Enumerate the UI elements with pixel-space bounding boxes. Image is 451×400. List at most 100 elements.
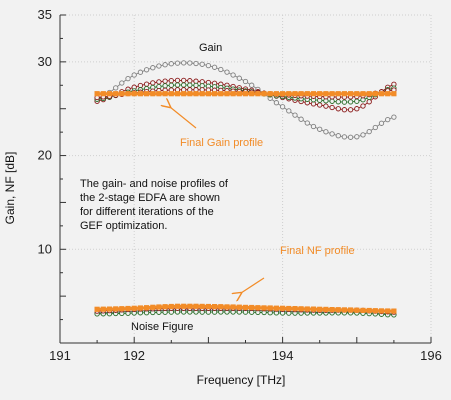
- nf-final-point: [106, 306, 113, 312]
- nf-final-point: [131, 305, 137, 311]
- y-axis-title: Gain, NF [dB]: [3, 152, 17, 225]
- axes: [59, 14, 432, 344]
- nf-final-point: [323, 306, 329, 312]
- gain-final-point: [249, 91, 255, 97]
- gain-final-point: [174, 91, 181, 97]
- gain-final-point: [162, 91, 168, 97]
- nf-final-point: [335, 307, 341, 313]
- gain-iteration-point: [168, 77, 174, 84]
- gain-iteration-point: [354, 98, 360, 104]
- gain-iteration-point: [193, 82, 199, 89]
- nf-final-point: [360, 307, 366, 313]
- gain-final-point: [218, 91, 224, 97]
- gain-iteration-point: [162, 62, 168, 68]
- gain-final-point: [137, 91, 143, 97]
- gain-iteration-point: [286, 108, 292, 114]
- gain-final-point: [391, 91, 397, 97]
- gain-final-point: [385, 91, 391, 97]
- gain-iteration-point: [323, 129, 329, 135]
- gain-iteration-point: [187, 60, 193, 66]
- gain-final-point: [286, 91, 292, 97]
- gain-iteration-point: [131, 72, 137, 78]
- nf-final-point: [298, 306, 304, 312]
- gain-iteration-point: [273, 100, 280, 106]
- gain-iteration-point: [218, 66, 224, 73]
- gain-iteration-point: [304, 120, 310, 126]
- gain-final-point: [354, 91, 360, 97]
- gain-iteration-point: [113, 85, 119, 91]
- y-tick-label: 20: [38, 148, 52, 163]
- gain-final-point: [341, 91, 347, 97]
- nf-final-point: [156, 304, 162, 310]
- gain-iteration-point: [230, 72, 236, 78]
- gain-iteration-point: [181, 60, 187, 66]
- nf-final-point: [292, 306, 298, 312]
- nf-final-point: [162, 304, 168, 310]
- gain-iteration-point: [174, 77, 181, 84]
- gain-final-point: [335, 91, 341, 97]
- gain-iteration-point: [366, 99, 372, 105]
- gain-iteration-point: [168, 61, 174, 67]
- series-layer: [94, 60, 397, 318]
- nf-final-point: [304, 306, 310, 312]
- gain-iteration-point: [156, 79, 162, 85]
- gain-iteration-point: [347, 107, 354, 113]
- nf-final-point: [174, 303, 181, 309]
- x-tick-label: 196: [420, 348, 442, 363]
- gain-iteration-point: [335, 133, 341, 139]
- nf-final-point: [94, 306, 100, 312]
- nf-final-point: [187, 303, 193, 309]
- nf-final-point: [137, 305, 143, 311]
- gain-final-point: [298, 91, 304, 97]
- gain-iteration-point: [335, 106, 341, 112]
- gain-iteration-point: [354, 134, 360, 140]
- nf-final-point: [224, 304, 230, 310]
- gain-iteration-point: [317, 102, 323, 108]
- gain-iteration-point: [193, 60, 199, 67]
- gain-final-point: [329, 91, 335, 97]
- nf-final-point: [150, 304, 156, 310]
- gain-final-point: [187, 91, 193, 97]
- gain-iteration-point: [137, 82, 144, 89]
- gain-final-point: [292, 91, 298, 97]
- gain-final-point: [106, 91, 113, 97]
- gain-iteration-point: [317, 126, 323, 132]
- nf-final-point: [119, 306, 125, 312]
- nf-final-point: [280, 305, 286, 311]
- nf-final-point: [113, 306, 119, 312]
- nf-final-point: [317, 306, 323, 312]
- gain-iteration-point: [137, 69, 144, 75]
- gain-iteration-point: [168, 82, 174, 88]
- gain-final-point: [267, 91, 273, 97]
- gain-final-point: [224, 91, 230, 97]
- nf-final-point: [286, 305, 292, 312]
- gain-final-point: [372, 91, 378, 97]
- gain-iteration-point: [156, 63, 162, 69]
- tick-labels: 191 192 194 196 10 20 30 35: [38, 7, 442, 363]
- gain-final-point: [100, 91, 106, 97]
- gain-iteration-point: [181, 82, 187, 88]
- nf-final-point: [267, 305, 273, 311]
- gain-final-point: [323, 91, 329, 97]
- gain-iteration-point: [323, 103, 329, 109]
- nf-final-point: [366, 307, 372, 314]
- gain-iteration-point: [125, 75, 131, 82]
- nf-final-point: [378, 308, 385, 314]
- gain-iteration-point: [329, 131, 335, 137]
- gain-final-point: [273, 91, 279, 97]
- nf-final-point: [249, 304, 255, 311]
- gain-iteration-point: [249, 82, 255, 88]
- gain-final-point: [205, 91, 211, 97]
- nf-final-point: [236, 304, 242, 310]
- final-nf-arrow: [241, 277, 265, 293]
- gain-final-point: [119, 91, 125, 97]
- gain-final-point: [280, 91, 286, 97]
- gain-iteration-point: [211, 64, 218, 70]
- x-tick-label: 191: [49, 348, 71, 363]
- gain-iteration-point: [354, 106, 360, 112]
- gain-final-point: [242, 91, 249, 97]
- gain-final-point: [212, 91, 218, 97]
- gain-iteration-point: [181, 77, 187, 84]
- gain-final-point: [113, 91, 119, 97]
